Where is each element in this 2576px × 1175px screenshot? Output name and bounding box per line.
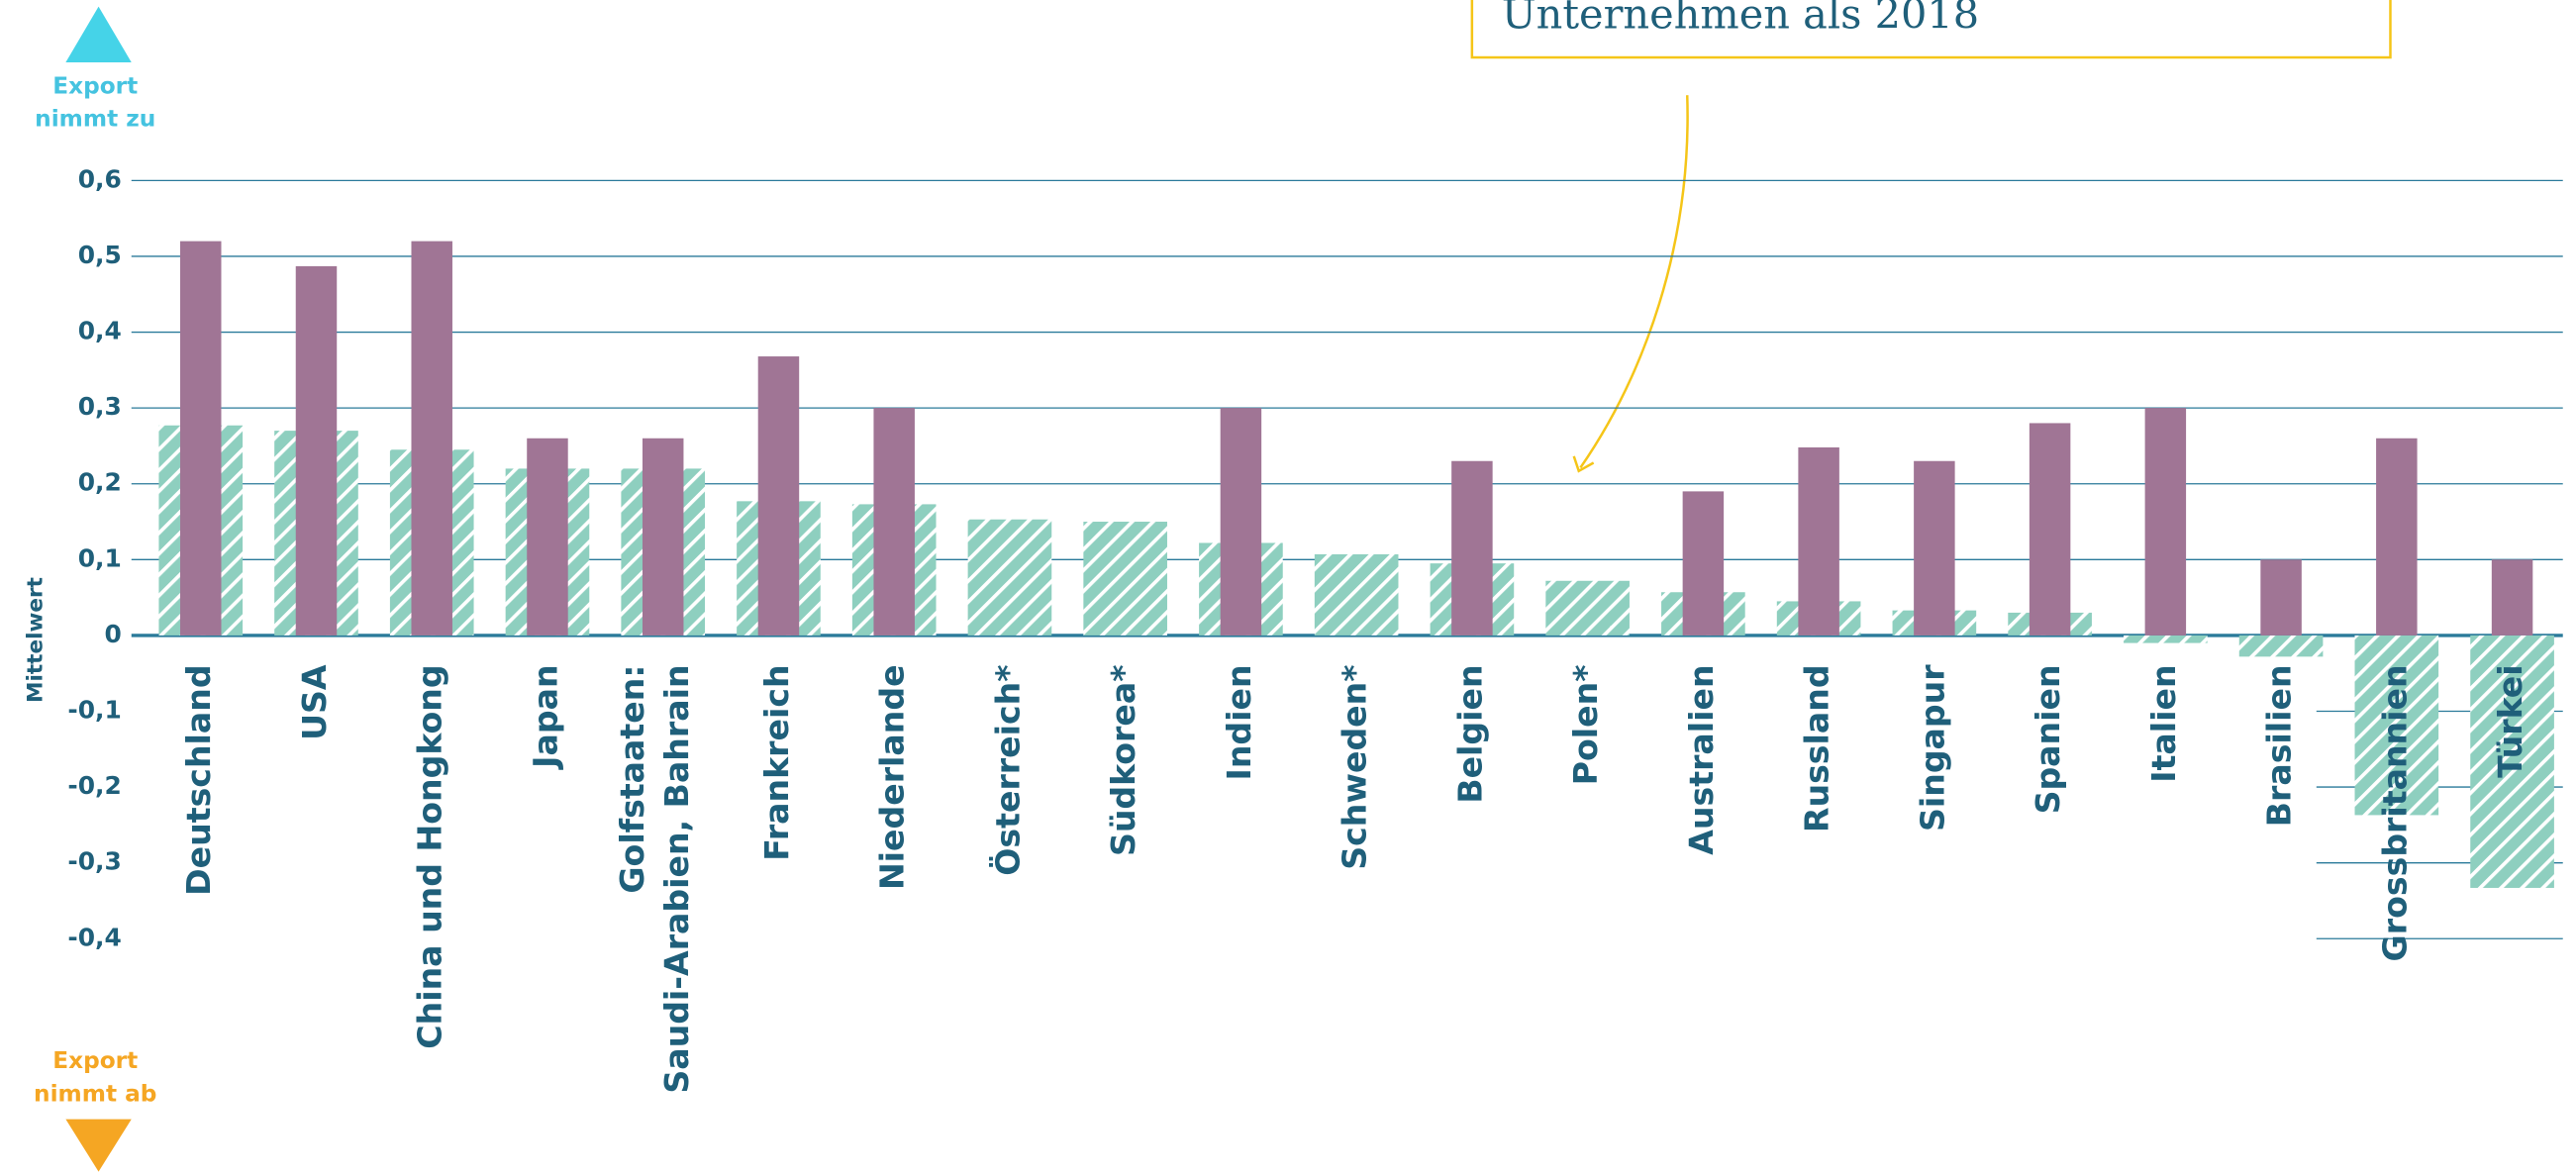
bar bbox=[2124, 635, 2208, 643]
arrow-head bbox=[1572, 455, 1595, 473]
x-tick-label: Österreich* bbox=[987, 664, 1027, 875]
bar bbox=[1220, 408, 1262, 636]
bar bbox=[1798, 446, 1839, 636]
y-tick-label: -0,3 bbox=[67, 847, 121, 876]
bar bbox=[1682, 491, 1725, 636]
bar bbox=[1451, 460, 1493, 636]
up-triangle bbox=[65, 6, 132, 62]
y-tick-label: 0,1 bbox=[78, 543, 122, 572]
x-tick-label: Südkorea* bbox=[1104, 664, 1142, 856]
bar bbox=[873, 408, 915, 636]
bars bbox=[158, 241, 2554, 888]
x-tick-label: Polen* bbox=[1566, 664, 1605, 785]
x-tick-label: Japan bbox=[526, 664, 564, 769]
x-tick-label: Singapur bbox=[1913, 664, 1951, 832]
y-tick-label: 0,3 bbox=[78, 392, 122, 421]
x-tick-label: USA bbox=[295, 664, 334, 740]
x-tick-label: Saudi-Arabien, Bahrain bbox=[657, 664, 696, 1093]
y-tick-label: 0,4 bbox=[78, 317, 122, 345]
x-tick-label: Grossbritannien bbox=[2375, 664, 2414, 961]
bottom-note: Export bbox=[52, 1047, 138, 1074]
x-tick-label: Australien bbox=[1682, 664, 1721, 854]
x-tick-label: Indien bbox=[1220, 664, 1258, 780]
bar bbox=[2029, 423, 2071, 636]
down-triangle bbox=[65, 1119, 132, 1172]
bar bbox=[527, 438, 568, 636]
bar bbox=[967, 519, 1052, 636]
top-note: nimmt zu bbox=[35, 106, 155, 133]
x-tick-label: Frankreich bbox=[757, 664, 796, 860]
bar bbox=[2470, 635, 2554, 888]
y-axis-label: Mittelwert bbox=[24, 577, 49, 703]
bar bbox=[757, 356, 800, 636]
bar bbox=[2354, 635, 2439, 816]
y-tick-label: -0,2 bbox=[67, 771, 121, 800]
x-tick-label: Russland bbox=[1798, 664, 1836, 832]
bar bbox=[1314, 553, 1399, 636]
y-tick-label: 0,5 bbox=[78, 241, 122, 269]
bar bbox=[2238, 635, 2324, 657]
x-tick-label: Brasilien bbox=[2260, 664, 2299, 827]
x-tick-label: Golfstaaten: bbox=[613, 664, 651, 893]
bar bbox=[1914, 460, 1955, 636]
bar bbox=[2144, 408, 2187, 636]
bar bbox=[2260, 559, 2302, 636]
bottom-note: nimmt ab bbox=[34, 1080, 156, 1107]
bar bbox=[2376, 438, 2418, 636]
x-tick-label: Niederlande bbox=[873, 664, 912, 890]
top-note: Export bbox=[52, 72, 138, 99]
y-tick-label: -0,4 bbox=[67, 923, 121, 951]
x-tick-label: Spanien bbox=[2029, 664, 2067, 814]
bar bbox=[1083, 522, 1167, 636]
bar bbox=[411, 241, 452, 636]
bar bbox=[179, 241, 222, 636]
x-tick-label: Italien bbox=[2144, 664, 2183, 782]
annotation: Unternehmen als 2018 bbox=[1502, 0, 1979, 39]
bar bbox=[642, 438, 684, 636]
annotation-arrow bbox=[1579, 95, 1689, 469]
y-tick-label: 0,6 bbox=[78, 164, 122, 193]
x-tick-label: Belgien bbox=[1450, 664, 1489, 803]
x-tick-label: Türkei bbox=[2491, 664, 2529, 777]
annotation-box bbox=[1470, 0, 2392, 59]
x-tick-label: China und Hongkong bbox=[411, 664, 449, 1048]
y-tick-label: 0 bbox=[104, 620, 121, 648]
x-tick-label: Deutschland bbox=[179, 664, 218, 895]
bar bbox=[2491, 559, 2533, 636]
bar bbox=[295, 265, 338, 636]
y-tick-label: -0,1 bbox=[67, 696, 121, 725]
x-tick-label: Schweden* bbox=[1336, 664, 1374, 869]
y-tick-label: 0,2 bbox=[78, 468, 122, 497]
bar bbox=[1545, 580, 1630, 636]
